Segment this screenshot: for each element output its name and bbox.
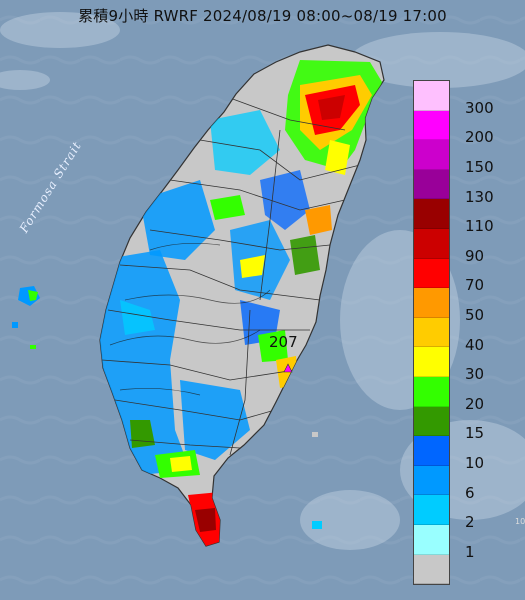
legend-tick-label: 6 — [465, 483, 475, 502]
legend-tick-label: 10 — [465, 454, 485, 472]
legend-tick-label: 90 — [465, 246, 485, 265]
legend-tick-label: 15 — [465, 424, 485, 443]
max-rainfall-value: 207 — [269, 333, 298, 351]
legend-swatch — [414, 406, 449, 437]
legend-tick-label: 2 — [465, 513, 475, 532]
legend-tick-label: 110 — [465, 217, 494, 236]
map-title: 累積9小時 RWRF 2024/08/19 08:00~08/19 17:00 — [78, 7, 447, 25]
legend-swatch — [414, 169, 449, 200]
legend-swatch — [414, 81, 449, 111]
legend-swatch — [414, 228, 449, 259]
legend-tick-label: 30 — [465, 365, 485, 384]
legend-swatch — [414, 317, 449, 348]
legend-swatch — [414, 495, 449, 525]
legend-tick-label: 1 — [465, 542, 475, 561]
legend-swatch — [414, 140, 449, 170]
legend-tick-label: 130 — [465, 187, 494, 206]
legend-swatch — [414, 436, 449, 466]
legend-swatch — [414, 288, 449, 318]
legend-swatch — [414, 199, 449, 229]
legend-swatch — [414, 524, 449, 555]
green-island — [312, 432, 318, 437]
legend-tick-label: 200 — [465, 128, 494, 147]
legend-swatch — [414, 376, 449, 407]
corner-mark: 10 — [515, 517, 525, 526]
rainfall-fields — [100, 60, 382, 546]
legend-tick-label: 40 — [465, 335, 485, 354]
legend-swatch — [414, 554, 449, 585]
rainfall-legend — [413, 80, 450, 586]
legend-tick-label: 50 — [465, 306, 485, 324]
penghu-islands — [12, 286, 40, 349]
orchid-island — [312, 521, 322, 529]
rivers — [109, 242, 271, 396]
legend-tick-label: 150 — [465, 158, 494, 176]
legend-tick-label: 70 — [465, 276, 485, 295]
county-boundaries — [101, 97, 361, 456]
legend-swatch — [414, 347, 449, 377]
max-rainfall-marker — [283, 363, 293, 373]
legend-swatch — [414, 465, 449, 496]
legend-swatch — [414, 110, 449, 141]
legend-swatch — [414, 258, 449, 289]
legend-tick-label: 300 — [465, 98, 494, 117]
legend-tick-label: 20 — [465, 394, 485, 413]
